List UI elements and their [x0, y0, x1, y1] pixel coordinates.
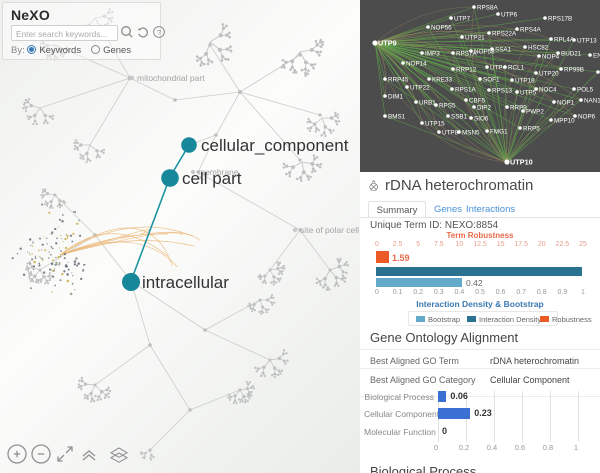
svg-text:CBF5: CBF5: [469, 97, 486, 104]
svg-text:UTP10: UTP10: [510, 157, 533, 166]
svg-text:ENP1: ENP1: [593, 52, 600, 59]
svg-text:RPL4A: RPL4A: [554, 36, 575, 43]
svg-text:cellular_component: cellular_component: [201, 136, 349, 155]
svg-text:UTP15: UTP15: [425, 120, 445, 127]
svg-text:IMP3: IMP3: [425, 50, 440, 57]
svg-text:RCL1: RCL1: [508, 64, 525, 71]
svg-text:SIO6: SIO6: [474, 115, 489, 122]
svg-text:UTP21: UTP21: [465, 34, 485, 41]
svg-text:SSB1: SSB1: [451, 113, 468, 120]
svg-text:intracellular: intracellular: [142, 273, 229, 292]
svg-text:NOP58: NOP58: [474, 48, 495, 55]
svg-text:RPS22A: RPS22A: [492, 30, 517, 37]
svg-text:RPS1A: RPS1A: [455, 86, 476, 93]
svg-text:POL5: POL5: [577, 86, 594, 93]
svg-text:BMS1: BMS1: [388, 113, 406, 120]
svg-text:NOP14: NOP14: [406, 60, 427, 67]
svg-text:SOF1: SOF1: [483, 76, 500, 83]
svg-text:cell part: cell part: [182, 169, 242, 188]
svg-text:RPS13: RPS13: [492, 87, 512, 94]
svg-text:RPS17B: RPS17B: [548, 15, 572, 22]
svg-text:UTP9: UTP9: [378, 38, 397, 47]
svg-text:BUD21: BUD21: [561, 50, 582, 57]
svg-text:NOP4: NOP4: [542, 53, 560, 60]
svg-text:UTP4: UTP4: [490, 64, 507, 71]
svg-text:RPS5: RPS5: [439, 102, 456, 109]
svg-text:UTP22: UTP22: [410, 84, 430, 91]
svg-text:URB1: URB1: [419, 99, 436, 106]
svg-text:UTP20: UTP20: [539, 70, 559, 77]
svg-text:DIP2: DIP2: [477, 104, 491, 111]
svg-text:RRP45: RRP45: [388, 76, 409, 83]
svg-text:FMG1: FMG1: [490, 128, 508, 135]
svg-text:RPS8A: RPS8A: [477, 4, 498, 11]
svg-text:NOP1: NOP1: [557, 99, 575, 106]
svg-text:UTP6: UTP6: [501, 11, 518, 18]
svg-text:PWP2: PWP2: [526, 108, 544, 115]
svg-text:RRP9: RRP9: [510, 104, 527, 111]
svg-text:NAN1: NAN1: [584, 97, 600, 104]
svg-text:MPP10: MPP10: [554, 117, 575, 124]
svg-text:UTP5: UTP5: [520, 89, 537, 96]
svg-text:?: ?: [157, 28, 161, 37]
svg-text:DIM1: DIM1: [388, 93, 404, 100]
svg-text:SSA1: SSA1: [495, 46, 512, 53]
svg-text:NOP56: NOP56: [431, 24, 452, 31]
svg-text:HSC82: HSC82: [528, 44, 549, 51]
svg-text:RP99B: RP99B: [564, 66, 584, 73]
svg-text:UTP18: UTP18: [515, 77, 535, 84]
svg-text:NOC4: NOC4: [539, 86, 557, 93]
svg-text:RPS4A: RPS4A: [520, 26, 541, 33]
svg-text:RRP5: RRP5: [523, 125, 540, 132]
svg-text:KRE33: KRE33: [432, 76, 452, 83]
svg-text:mitochondrial part: mitochondrial part: [137, 73, 205, 83]
svg-text:UTP13: UTP13: [577, 37, 597, 44]
svg-text:site of polar cell growth: site of polar cell growth: [300, 225, 360, 235]
svg-text:NOP6: NOP6: [578, 113, 596, 120]
svg-text:MSN5: MSN5: [462, 129, 480, 136]
svg-text:UTP8: UTP8: [442, 129, 459, 136]
svg-text:UTP7: UTP7: [454, 15, 471, 22]
svg-text:RRP12: RRP12: [456, 66, 477, 73]
